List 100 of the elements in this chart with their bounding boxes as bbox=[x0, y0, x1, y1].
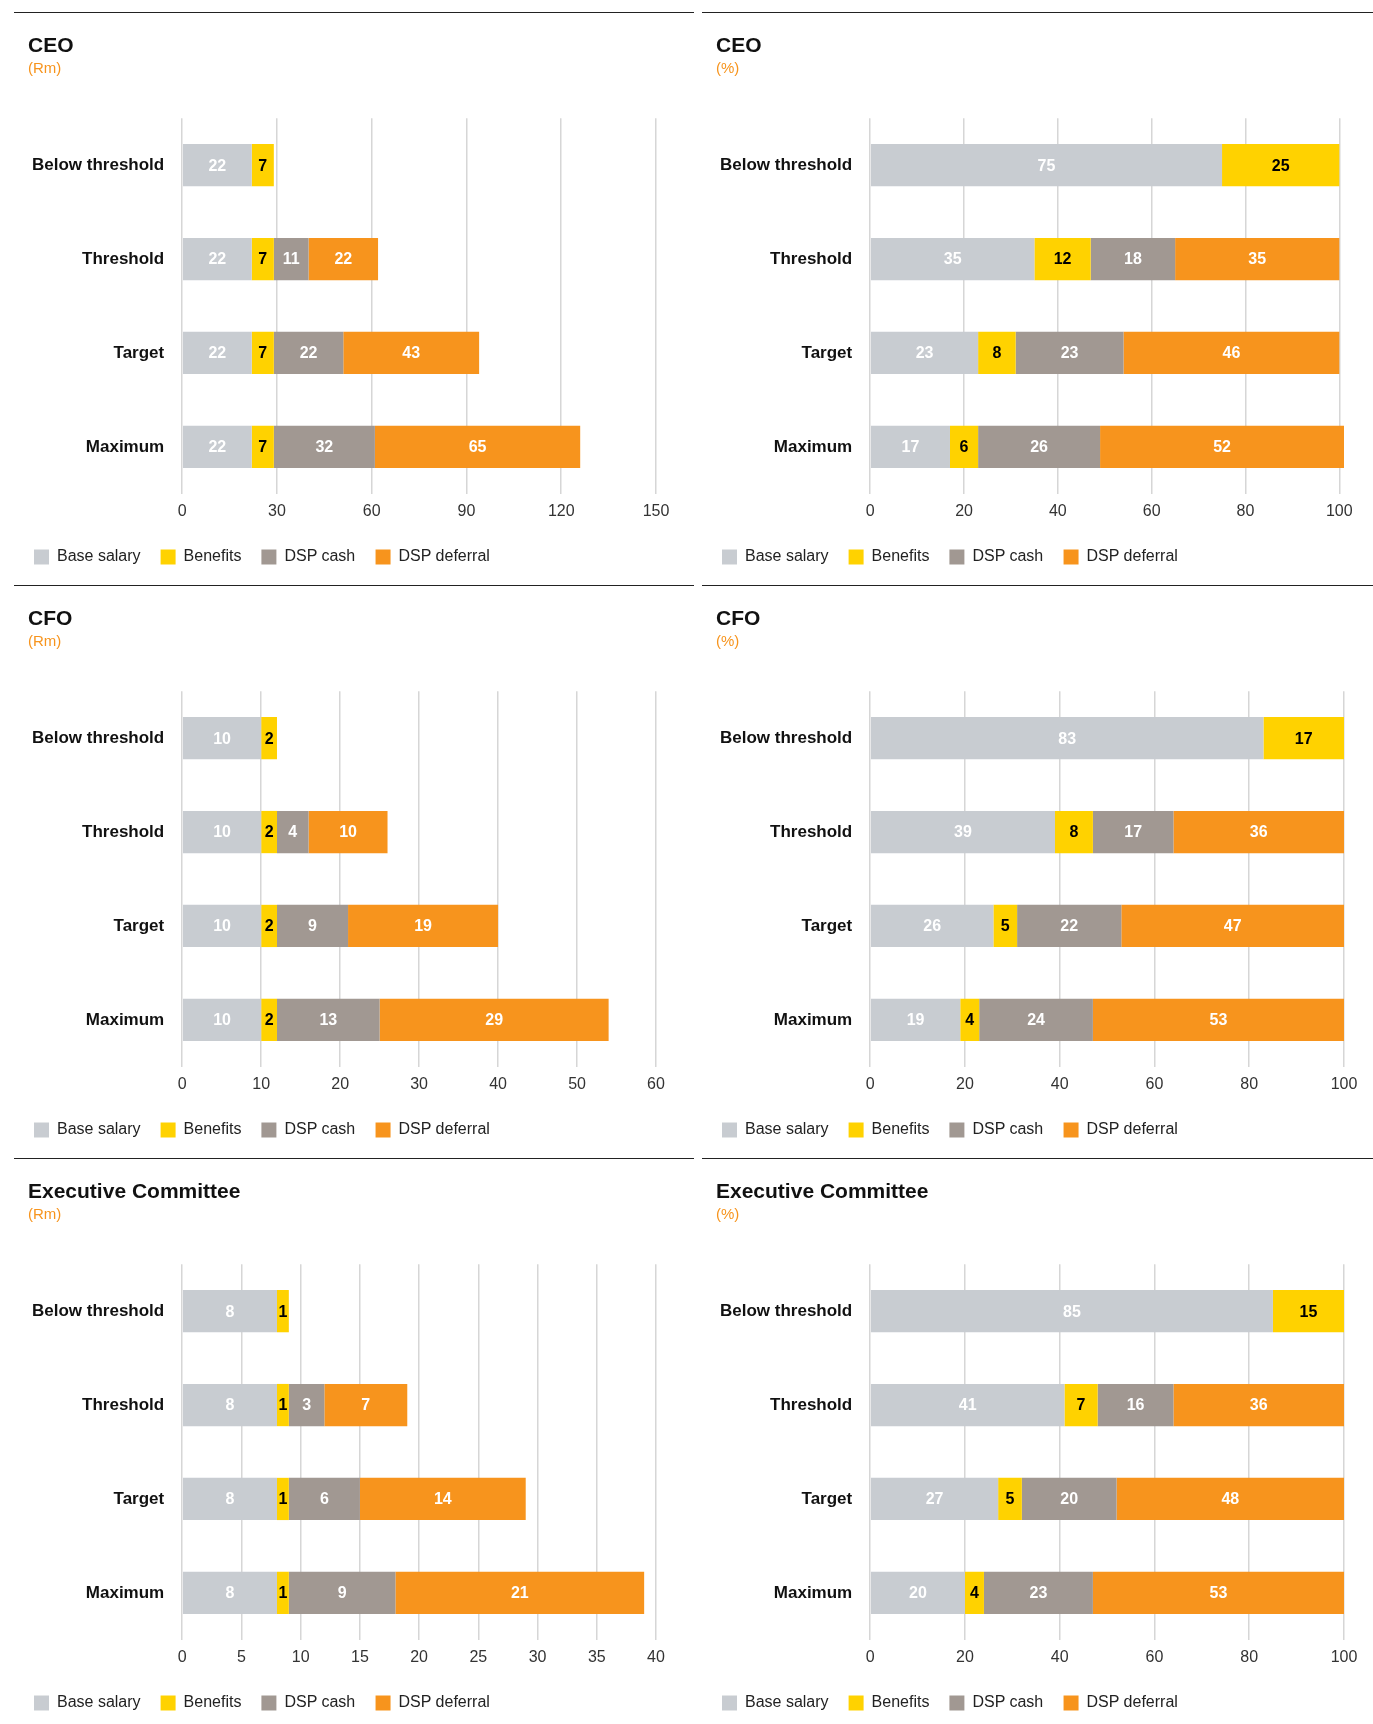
legend-label: Benefits bbox=[871, 1693, 930, 1711]
legend-label: DSP cash bbox=[284, 1120, 356, 1138]
data-label: 22 bbox=[299, 344, 318, 362]
bar bbox=[273, 237, 309, 281]
bar bbox=[182, 998, 262, 1041]
y-tick-label: Below threshold bbox=[720, 154, 853, 174]
bar bbox=[379, 998, 609, 1041]
bar bbox=[288, 1477, 360, 1521]
x-tick-label: 40 bbox=[647, 1647, 665, 1665]
x-tick-label: 100 bbox=[1330, 1647, 1358, 1665]
data-label: 53 bbox=[1209, 1584, 1228, 1602]
bar bbox=[276, 998, 380, 1041]
legend-label: Benefits bbox=[183, 1693, 242, 1711]
bar bbox=[1092, 998, 1344, 1041]
bar bbox=[870, 717, 1264, 760]
y-tick-label: Target bbox=[801, 915, 853, 935]
y-tick-label: Maximum bbox=[773, 1009, 853, 1029]
data-label: 25 bbox=[1271, 156, 1290, 174]
data-label: 29 bbox=[485, 1011, 504, 1029]
x-tick-label: 60 bbox=[1145, 1074, 1164, 1092]
y-tick-label: Threshold bbox=[770, 248, 853, 268]
bar bbox=[324, 1383, 408, 1427]
bar bbox=[1092, 810, 1174, 854]
bar bbox=[251, 331, 274, 375]
data-label: 2 bbox=[264, 917, 274, 935]
bar bbox=[870, 810, 1055, 854]
y-tick-label: Maximum bbox=[773, 436, 853, 456]
bar bbox=[979, 998, 1093, 1041]
x-tick-label: 40 bbox=[1050, 1647, 1069, 1665]
bar bbox=[374, 425, 581, 468]
data-label: 17 bbox=[1294, 729, 1313, 747]
bar bbox=[1092, 1571, 1344, 1614]
x-tick-label: 0 bbox=[865, 501, 875, 519]
bar bbox=[182, 425, 252, 468]
x-tick-label: 15 bbox=[351, 1647, 369, 1665]
chart-title: Executive Committee bbox=[716, 1179, 930, 1203]
legend-label: Base salary bbox=[57, 1693, 141, 1711]
bar bbox=[1121, 904, 1344, 948]
legend-label: DSP cash bbox=[972, 1693, 1044, 1711]
bar bbox=[993, 904, 1018, 948]
data-label: 8 bbox=[992, 344, 1002, 362]
data-label: 16 bbox=[1126, 1396, 1145, 1414]
text: (%) bbox=[716, 632, 741, 649]
bar bbox=[182, 810, 262, 854]
legend-label: Benefits bbox=[183, 1120, 242, 1138]
x-tick-label: 100 bbox=[1325, 501, 1353, 519]
y-tick-label: Threshold bbox=[82, 248, 165, 268]
bar bbox=[251, 237, 274, 281]
bar bbox=[308, 810, 388, 854]
data-label: 4 bbox=[970, 1584, 980, 1602]
bar bbox=[1173, 1383, 1344, 1427]
bar bbox=[1090, 237, 1176, 281]
x-tick-label: 60 bbox=[1145, 1647, 1164, 1665]
bar bbox=[870, 1290, 1273, 1333]
legend-label: Base salary bbox=[745, 1120, 829, 1138]
data-label: 7 bbox=[258, 156, 268, 174]
legend-label: DSP deferral bbox=[1086, 547, 1178, 565]
data-label: 53 bbox=[1209, 1011, 1228, 1029]
chart-title: CFO bbox=[716, 606, 762, 630]
data-label: 23 bbox=[1029, 1584, 1048, 1602]
legend-label: DSP deferral bbox=[398, 547, 490, 565]
y-tick-label: Threshold bbox=[770, 1394, 853, 1414]
y-tick-label: Maximum bbox=[773, 1582, 853, 1602]
bar bbox=[1034, 237, 1091, 281]
bar bbox=[870, 1571, 965, 1614]
data-label: 7 bbox=[258, 344, 268, 362]
legend-label: DSP deferral bbox=[398, 1693, 490, 1711]
bar bbox=[182, 904, 262, 948]
x-tick-label: 20 bbox=[956, 1647, 974, 1665]
x-tick-label: 80 bbox=[1236, 501, 1255, 519]
bar bbox=[276, 810, 309, 854]
bar bbox=[261, 904, 277, 948]
bar bbox=[1064, 1383, 1098, 1427]
text: (%) bbox=[716, 1205, 741, 1222]
bar bbox=[870, 1477, 999, 1521]
bar bbox=[978, 331, 1016, 375]
bar bbox=[960, 998, 980, 1041]
data-label: 23 bbox=[1060, 344, 1079, 362]
y-tick-label: Below threshold bbox=[32, 727, 165, 747]
bar bbox=[182, 1383, 277, 1427]
bar bbox=[261, 998, 277, 1041]
legend-label: DSP cash bbox=[284, 1693, 356, 1711]
x-tick-label: 30 bbox=[268, 501, 286, 519]
bar bbox=[964, 1571, 984, 1614]
legend-label: Base salary bbox=[745, 1693, 829, 1711]
bar bbox=[288, 1383, 325, 1427]
data-label: 5 bbox=[1005, 1490, 1015, 1508]
legend-label: Benefits bbox=[183, 547, 242, 565]
bar bbox=[182, 1290, 277, 1333]
data-label: 13 bbox=[319, 1011, 338, 1029]
bar bbox=[998, 1477, 1022, 1521]
data-label: 14 bbox=[433, 1490, 452, 1508]
bar bbox=[276, 1477, 289, 1521]
bar bbox=[1222, 144, 1340, 187]
legend-label: DSP deferral bbox=[1086, 1120, 1178, 1138]
y-tick-label: Target bbox=[113, 342, 165, 362]
y-tick-label: Threshold bbox=[82, 1394, 165, 1414]
y-tick-label: Maximum bbox=[85, 436, 165, 456]
x-tick-label: 40 bbox=[1050, 1074, 1069, 1092]
data-label: 35 bbox=[1248, 250, 1267, 268]
